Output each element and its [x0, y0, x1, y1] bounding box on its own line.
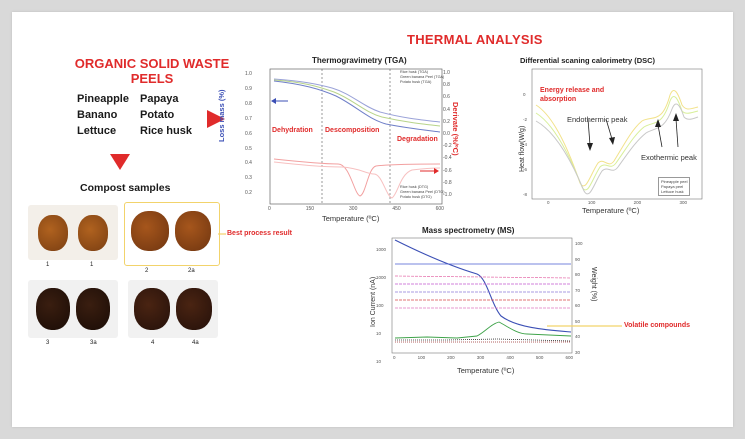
sample-label: 4 [151, 340, 155, 346]
waste-item: Papaya [140, 93, 179, 105]
dsc-exothermic-label: Exothermic peak [641, 153, 697, 162]
waste-item: Pineapple [77, 93, 129, 105]
down-arrow-icon [110, 154, 130, 170]
dsc-title: Differential scaning calorimetry (DSC) [520, 56, 656, 65]
waste-title: ORGANIC SOLID WASTE PEELS [42, 56, 262, 86]
tga-title: Thermogravimetry (TGA) [312, 56, 407, 65]
waste-item: Banano [77, 109, 118, 121]
ms-y2ticks: 100 90 80 70 60 50 40 30 [575, 241, 583, 355]
compost-photo-1 [28, 205, 118, 260]
ms-yticks: 1000 1000 100 10 10 [376, 247, 387, 364]
ms-xticks: 0 100 200 300 400 500 600 [393, 355, 573, 360]
ms-annotation-line [547, 325, 622, 327]
flow-arrows [110, 110, 225, 170]
waste-item: Rice husk [140, 125, 192, 137]
right-arrow-icon [207, 110, 225, 128]
waste-title-line1: ORGANIC SOLID WASTE [74, 56, 230, 71]
best-result-connector [218, 233, 226, 235]
compost-photo-4 [128, 280, 218, 338]
tga-xlabel: Temperature (ºC) [322, 214, 380, 223]
dsc-energy-annotation: Energy release and absorption [540, 87, 605, 103]
tga-yticks: 1.0 0.9 0.8 0.7 0.6 0.5 0.4 0.3 0.2 [245, 71, 252, 197]
tga-chart [269, 68, 443, 205]
dsc-yticks: 0 -2 -4 -6 -8 [523, 92, 528, 197]
ms-chart [391, 237, 573, 354]
page-title: THERMAL ANALYSIS [407, 32, 543, 47]
sample-label: 2a [188, 268, 195, 274]
dsc-endothermic-label: Endothermic peak [567, 115, 628, 124]
waste-item: Lettuce [77, 125, 117, 137]
dsc-xticks: 0 100 200 300 [547, 200, 687, 205]
tga-legend-bottom: Rice husk (DTG) Green banana Peel (DTG) Po… [400, 185, 445, 199]
tga-region-decomposition: Descomposition [325, 127, 380, 134]
sample-label: 3a [90, 340, 97, 346]
sample-label: 2 [145, 268, 149, 274]
compost-photo-3 [28, 280, 118, 338]
compost-title: Compost samples [80, 182, 171, 194]
figure-panel: THERMAL ANALYSIS ORGANIC SOLID WASTE PEE… [12, 12, 733, 427]
sample-label: 1 [46, 262, 50, 268]
waste-title-line2: PEELS [130, 71, 174, 86]
ms-volatile-label: Volatile compounds [624, 322, 690, 329]
tga-xticks: 0 150 300 450 600 [268, 206, 444, 212]
tga-y2ticks: 1.0 0.8 0.6 0.4 0.2 0.0 -0.2 -0.4 -0.6 -0.8 -1.… [443, 70, 452, 199]
tga-legend-top: Rice husk (TGA) Green banana Peel (TGA) Po… [400, 70, 445, 84]
ms-xlabel: Temperature (ºC) [457, 366, 515, 375]
dsc-legend: Pineapple peel Papaya peel Lettuce husk [658, 177, 691, 196]
ms-title: Mass spectrometry (MS) [422, 226, 515, 235]
waste-item: Potato [140, 109, 175, 121]
sample-label: 3 [46, 340, 50, 346]
sample-label: 1 [90, 262, 94, 268]
sample-label: 4a [192, 340, 199, 346]
best-result-label: Best process result [227, 230, 292, 237]
dsc-xlabel: Temperature (ºC) [582, 206, 640, 215]
tga-region-dehydration: Dehydration [272, 127, 313, 134]
tga-region-degradation: Degradation [397, 136, 438, 143]
best-result-box [124, 202, 220, 266]
